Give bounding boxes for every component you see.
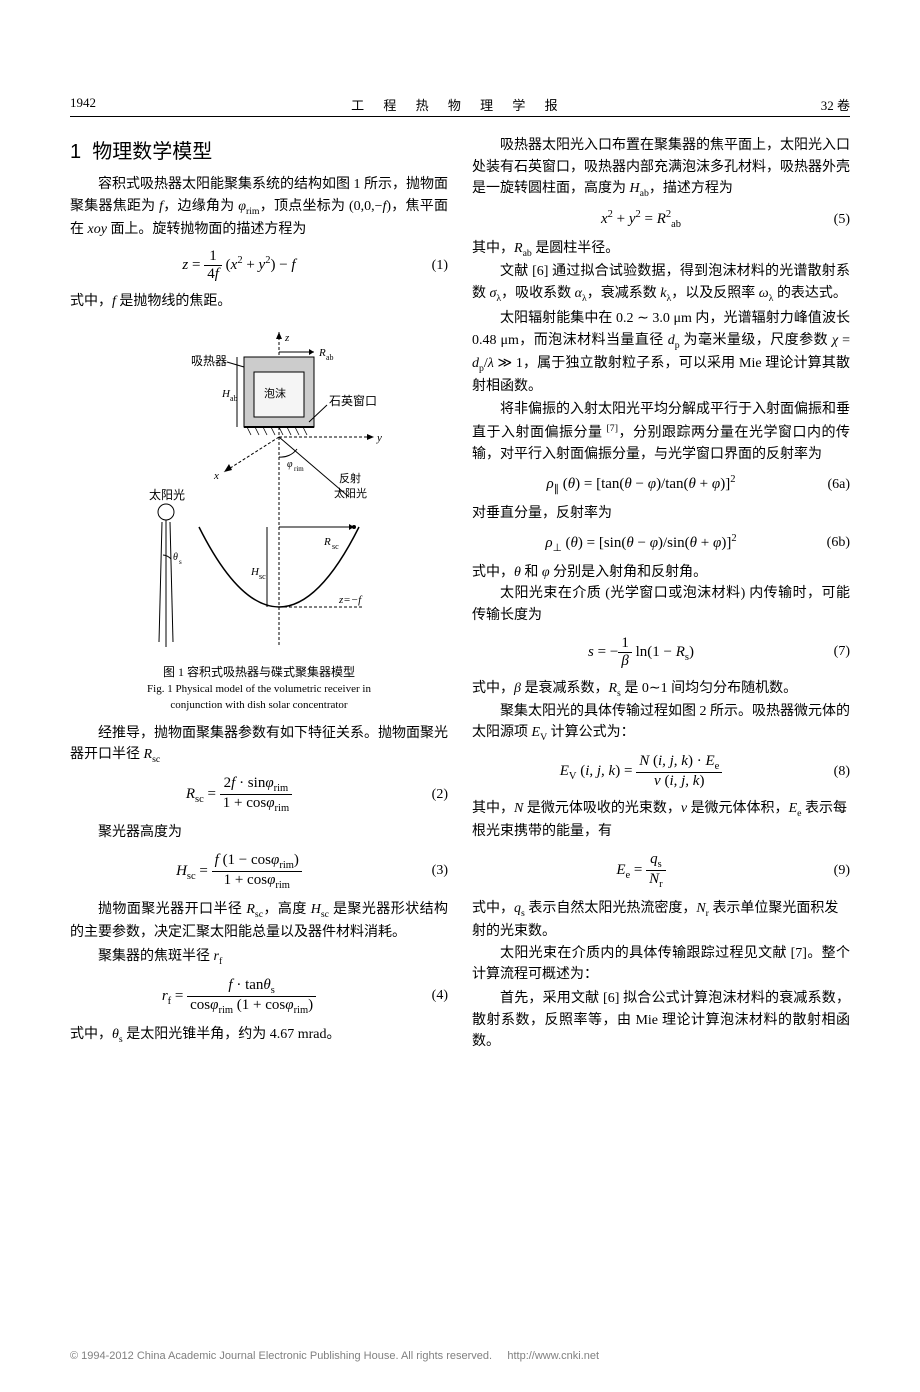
equation-6b: ρ⊥ (θ) = [sin(θ − φ)/sin(θ + φ)]2 (6b) — [472, 533, 850, 554]
equation-6a: ρ∥ (θ) = [tan(θ − φ)/tan(θ + φ)]2 (6a) — [472, 474, 850, 495]
figure-caption-en-1: Fig. 1 Physical model of the volumetric … — [70, 682, 448, 696]
svg-text:θ: θ — [173, 552, 178, 563]
paragraph: 式中，θs 是太阳光锥半角，约为 4.67 mrad。 — [70, 1024, 448, 1047]
figure-caption-cn: 图 1 容积式吸热器与碟式聚集器模型 — [70, 663, 448, 680]
equation-1: z = 14f (x2 + y2) − f (1) — [70, 248, 448, 283]
paragraph: 式中，β 是衰减系数，Rs 是 0∼1 间均匀分布随机数。 — [472, 678, 850, 701]
paragraph: 其中，Rab 是圆柱半径。 — [472, 238, 850, 261]
paragraph: 对垂直分量，反射率为 — [472, 503, 850, 525]
paragraph: 式中，θ 和 φ 分别是入射角和反射角。 — [472, 562, 850, 584]
page-number: 1942 — [70, 95, 96, 114]
equation-2: Rsc = 2f · sinφrim1 + cosφrim (2) — [70, 775, 448, 814]
equation-9: Ee = qsNr (9) — [472, 851, 850, 890]
svg-text:y: y — [376, 432, 382, 444]
volume-label: 32 卷 — [821, 95, 850, 114]
svg-text:ab: ab — [230, 394, 238, 403]
paragraph: 容积式吸热器太阳能聚集系统的结构如图 1 所示，抛物面聚集器焦距为 f，边缘角为… — [70, 174, 448, 240]
svg-text:R: R — [318, 347, 326, 359]
copyright-text: © 1994-2012 China Academic Journal Elect… — [70, 1350, 492, 1362]
svg-text:石英窗口: 石英窗口 — [329, 394, 377, 408]
svg-text:太阳光: 太阳光 — [334, 486, 367, 500]
journal-title: 工 程 热 物 理 学 报 — [351, 95, 566, 114]
equation-4: rf = f · tanθscosφrim (1 + cosφrim) (4) — [70, 977, 448, 1016]
paragraph: 吸热器太阳光入口布置在聚集器的焦平面上，太阳光入口处装有石英窗口，吸热器内部充满… — [472, 135, 850, 201]
equation-3: Hsc = f (1 − cosφrim)1 + cosφrim (3) — [70, 852, 448, 891]
paragraph: 太阳辐射能集中在 0.2 ∼ 3.0 μm 内，光谱辐射力峰值波长 0.48 μ… — [472, 308, 850, 397]
figure-1: z 吸热器 泡沫 石英窗口 — [70, 327, 448, 713]
svg-text:sc: sc — [332, 542, 339, 551]
svg-text:反射: 反射 — [339, 471, 361, 485]
paragraph: 抛物面聚光器开口半径 Rsc，高度 Hsc 是聚光器形状结构的主要参数，决定汇聚… — [70, 899, 448, 944]
svg-text:s: s — [179, 558, 182, 566]
svg-text:泡沫: 泡沫 — [264, 386, 286, 400]
equation-7: s = −1β ln(1 − Rs) (7) — [472, 635, 850, 670]
left-column: 1 物理数学模型 容积式吸热器太阳能聚集系统的结构如图 1 所示，抛物面聚集器焦… — [70, 135, 448, 1055]
paragraph: 式中，f 是抛物线的焦距。 — [70, 291, 448, 313]
paragraph: 聚集太阳光的具体传输过程如图 2 所示。吸热器微元体的太阳源项 EV 计算公式为… — [472, 701, 850, 746]
section-heading: 1 物理数学模型 — [70, 135, 448, 164]
paragraph: 经推导，抛物面聚集器参数有如下特征关系。抛物面聚光器开口半径 Rsc — [70, 723, 448, 768]
svg-text:φ: φ — [287, 459, 293, 470]
paragraph: 其中，N 是微元体吸收的光束数，v 是微元体体积，Ee 表示每根光束携带的能量，… — [472, 798, 850, 843]
paragraph: 式中，qs 表示自然太阳光热流密度，Nr 表示单位聚光面积发射的光束数。 — [472, 898, 850, 943]
svg-text:z=−f: z=−f — [338, 594, 363, 606]
paragraph: 聚集器的焦斑半径 rf — [70, 946, 448, 969]
paragraph: 文献 [6] 通过拟合试验数据，得到泡沫材料的光谱散射系数 σλ，吸收系数 αλ… — [472, 261, 850, 306]
paragraph: 将非偏振的入射太阳光平均分解成平行于入射面偏振和垂直于入射面偏振分量 [7]，分… — [472, 399, 850, 466]
two-column-layout: 1 物理数学模型 容积式吸热器太阳能聚集系统的结构如图 1 所示，抛物面聚集器焦… — [70, 135, 850, 1055]
paragraph: 聚光器高度为 — [70, 822, 448, 844]
svg-text:太阳光: 太阳光 — [149, 487, 185, 502]
svg-text:吸热器: 吸热器 — [191, 354, 227, 368]
svg-text:ab: ab — [326, 353, 334, 362]
svg-text:rim: rim — [294, 465, 304, 473]
right-column: 吸热器太阳光入口布置在聚集器的焦平面上，太阳光入口处装有石英窗口，吸热器内部充满… — [472, 135, 850, 1055]
paragraph: 太阳光束在介质内的具体传输跟踪过程见文献 [7]。整个计算流程可概述为： — [472, 943, 850, 986]
footer-url: http://www.cnki.net — [507, 1350, 599, 1362]
paragraph: 首先，采用文献 [6] 拟合公式计算泡沫材料的衰减系数，散射系数，反照率等，由 … — [472, 988, 850, 1053]
equation-5: x2 + y2 = R2ab (5) — [472, 209, 850, 230]
figure-caption-en-2: conjunction with dish solar concentrator — [70, 698, 448, 712]
eq-number: (1) — [408, 258, 448, 274]
paragraph: 太阳光束在介质 (光学窗口或泡沫材料) 内传输时，可能传输长度为 — [472, 583, 850, 626]
svg-text:sc: sc — [259, 572, 266, 581]
svg-text:z: z — [284, 332, 290, 344]
page-footer: © 1994-2012 China Academic Journal Elect… — [70, 1350, 850, 1362]
equation-8: EV (i, j, k) = N (i, j, k) · Eev (i, j, … — [472, 753, 850, 790]
figure-1-diagram: z 吸热器 泡沫 石英窗口 — [129, 327, 389, 657]
svg-text:x: x — [213, 470, 219, 482]
svg-text:R: R — [323, 536, 331, 548]
page-header: 1942 工 程 热 物 理 学 报 32 卷 — [70, 95, 850, 117]
